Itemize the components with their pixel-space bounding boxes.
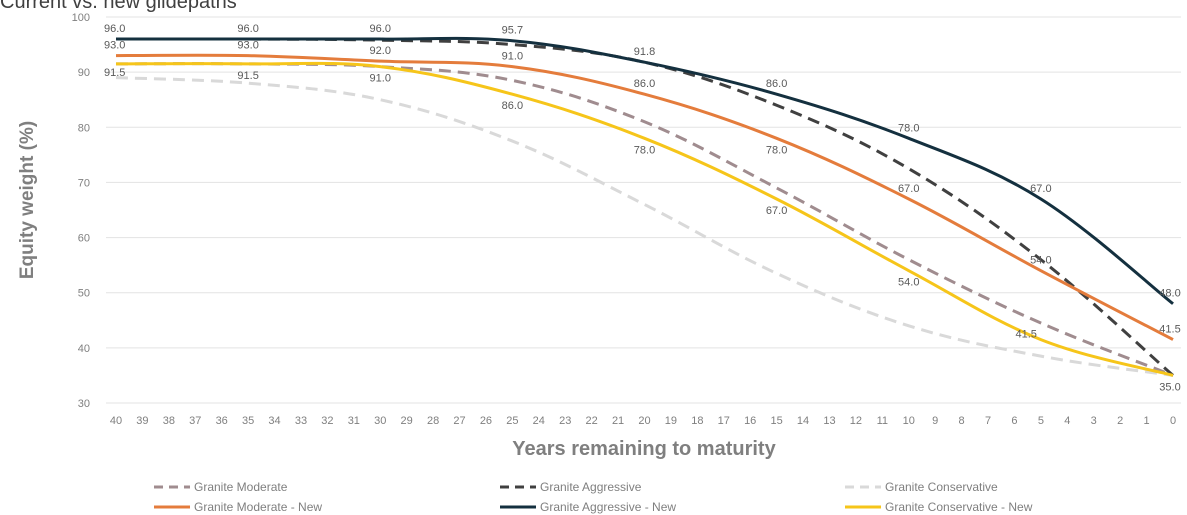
- x-tick-label: 26: [480, 415, 492, 427]
- x-tick-label: 24: [533, 415, 545, 427]
- x-tick-label: 17: [718, 415, 730, 427]
- data-label: 48.0: [1159, 288, 1180, 300]
- x-tick-label: 28: [427, 415, 439, 427]
- x-tick-label: 14: [797, 415, 809, 427]
- x-tick-label: 13: [823, 415, 835, 427]
- y-axis-title: Equity weight (%): [17, 121, 38, 279]
- x-tick-label: 23: [559, 415, 571, 427]
- data-label: 41.5: [1159, 324, 1180, 336]
- x-tick-label: 31: [348, 415, 360, 427]
- x-tick-label: 36: [216, 415, 228, 427]
- x-tick-label: 21: [612, 415, 624, 427]
- legend-label-granite-moderate-new: Granite Moderate - New: [194, 500, 322, 514]
- x-tick-label: 34: [268, 415, 280, 427]
- x-tick-label: 9: [932, 415, 938, 427]
- data-label: 91.5: [237, 70, 258, 82]
- data-label: 91.0: [370, 73, 391, 85]
- x-tick-label: 15: [771, 415, 783, 427]
- series-line-granite-moderate-new: [116, 55, 1173, 339]
- data-label: 93.0: [237, 40, 258, 52]
- data-label: 95.7: [502, 25, 523, 37]
- legend-label-granite-aggressive: Granite Aggressive: [540, 480, 642, 494]
- chart-title: Current vs. new glidepaths: [0, 0, 237, 13]
- x-tick-label: 4: [1064, 415, 1070, 427]
- x-tick-label: 2: [1117, 415, 1123, 427]
- x-tick-label: 35: [242, 415, 254, 427]
- x-tick-label: 22: [586, 415, 598, 427]
- data-label: 91.5: [104, 67, 125, 79]
- data-label: 78.0: [634, 144, 655, 156]
- data-label: 91.8: [634, 46, 655, 58]
- x-tick-label: 39: [136, 415, 148, 427]
- legend-label-granite-aggressive-new: Granite Aggressive - New: [540, 500, 676, 514]
- x-tick-label: 40: [110, 415, 122, 427]
- data-label: 96.0: [237, 23, 258, 35]
- x-tick-label: 7: [985, 415, 991, 427]
- data-label: 35.0: [1159, 381, 1180, 393]
- legend-label-granite-conservative: Granite Conservative: [885, 480, 998, 494]
- y-tick-label: 100: [72, 12, 90, 24]
- data-label: 91.0: [502, 51, 523, 63]
- grid: [106, 17, 1181, 403]
- x-tick-label: 11: [877, 415, 888, 427]
- x-tick-label: 5: [1038, 415, 1044, 427]
- data-label: 54.0: [1030, 255, 1051, 267]
- y-tick-label: 70: [78, 177, 90, 189]
- x-tick-label: 12: [850, 415, 862, 427]
- y-tick-label: 80: [78, 122, 90, 134]
- x-tick-label: 6: [1011, 415, 1017, 427]
- data-label: 92.0: [370, 45, 391, 57]
- x-tick-label: 20: [638, 415, 650, 427]
- x-tick-label: 37: [189, 415, 201, 427]
- data-label: 86.0: [502, 100, 523, 112]
- x-tick-label: 30: [374, 415, 386, 427]
- x-axis-title: Years remaining to maturity: [512, 438, 776, 460]
- x-tick-label: 32: [321, 415, 333, 427]
- x-tick-label: 25: [506, 415, 518, 427]
- data-label: 41.5: [1015, 329, 1036, 341]
- data-label: 67.0: [1030, 183, 1051, 195]
- data-label: 86.0: [634, 78, 655, 90]
- x-tick-label: 10: [903, 415, 915, 427]
- x-tick-label: 16: [744, 415, 756, 427]
- legend-label-granite-moderate: Granite Moderate: [194, 480, 288, 494]
- x-tick-label: 1: [1144, 415, 1150, 427]
- y-tick-label: 50: [78, 288, 90, 300]
- y-tick-label: 30: [78, 398, 90, 410]
- x-tick-label: 3: [1091, 415, 1097, 427]
- data-label: 93.0: [104, 40, 125, 52]
- x-tick-label: 33: [295, 415, 307, 427]
- data-label: 86.0: [766, 78, 787, 90]
- legend-label-granite-conservative-new: Granite Conservative - New: [885, 500, 1033, 514]
- x-tick-label: 18: [691, 415, 703, 427]
- y-tick-label: 60: [78, 233, 90, 245]
- x-tick-label: 8: [959, 415, 965, 427]
- data-label: 96.0: [370, 23, 391, 35]
- x-tick-label: 0: [1170, 415, 1176, 427]
- legend: Granite Moderate Granite Aggressive Granit…: [154, 480, 1033, 514]
- data-labels: 96.0 96.0 96.0 95.7 93.0 93.0 92.0 91.8 91.5 91.5…: [104, 23, 1181, 393]
- series-line-granite-conservative-new: [116, 63, 1173, 375]
- data-label: 78.0: [898, 122, 919, 134]
- data-label: 67.0: [766, 205, 787, 217]
- x-tick-label: 27: [453, 415, 465, 427]
- y-tick-label: 40: [78, 343, 90, 355]
- x-tick-label: 38: [163, 415, 175, 427]
- x-tick-label: 29: [401, 415, 413, 427]
- data-label: 96.0: [104, 23, 125, 35]
- x-ticks: 40 39 38 37 36 35 34 33 32 31 30 29 28 27 26 25 24 23 22 21…: [110, 415, 1176, 427]
- y-ticks: 100 90 80 70 60 50 40 30: [72, 12, 90, 410]
- data-label: 54.0: [898, 277, 919, 289]
- data-label: 67.0: [898, 183, 919, 195]
- y-tick-label: 90: [78, 67, 90, 79]
- data-label: 78.0: [766, 144, 787, 156]
- x-tick-label: 19: [665, 415, 677, 427]
